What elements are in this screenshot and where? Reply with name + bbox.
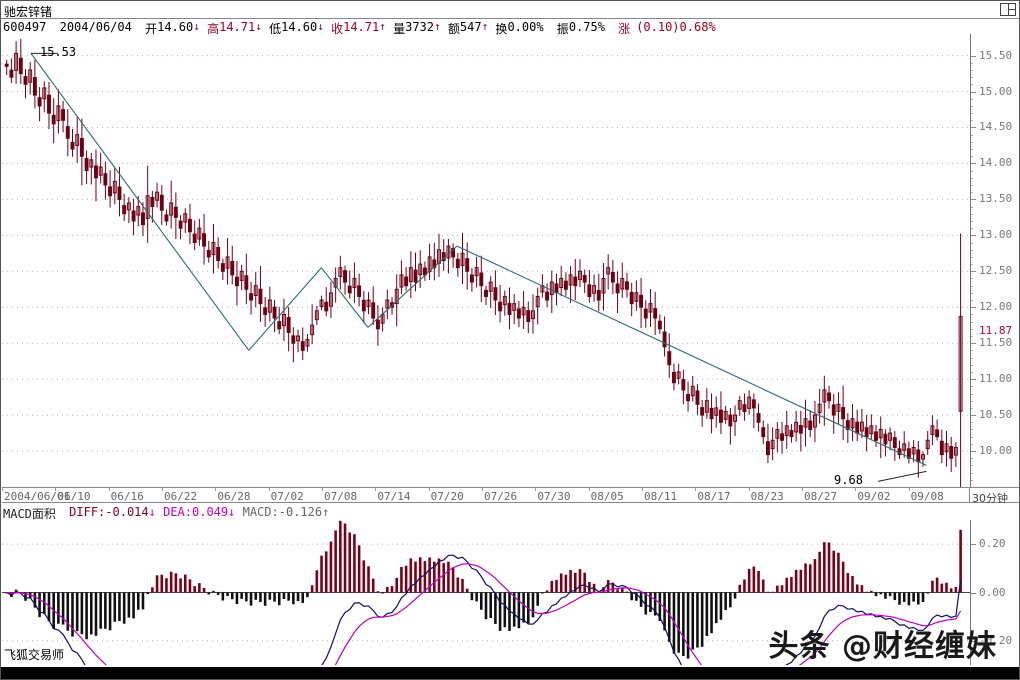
swing-high-annotation: 15.53 <box>40 45 77 60</box>
current-price-label: 11.87 <box>979 323 1013 337</box>
date-tick-label: 07/14 <box>377 490 411 503</box>
close-label: 收 <box>331 22 344 36</box>
date-tick-label: 09/08 <box>910 490 944 503</box>
quote-summary-bar: 600497 2004/06/04 开14.60↓ 高14.71↓ 低14.60… <box>3 20 716 36</box>
price-tick-label: 13.50 <box>979 192 1013 206</box>
macd-value: -0.126 <box>278 505 323 519</box>
price-chart-panel[interactable]: 15.50 15.00 14.50 14.00 13.50 13.00 12.50 12.00… <box>2 34 1019 487</box>
date-tick-label: 08/11 <box>644 490 678 503</box>
macd-axis: 0.20 0.00 -0.20 <box>970 520 1019 665</box>
stock-name-title: 驰宏锌锗 <box>4 5 53 19</box>
date-tick-label: 08/17 <box>697 490 731 503</box>
macd-tick-label: -0.20 <box>979 633 1013 647</box>
price-tick-label: 15.00 <box>979 84 1013 98</box>
price-tick-label: 10.00 <box>979 444 1013 458</box>
amount-arrow-icon: ↑ <box>481 20 489 33</box>
diff-arrow-icon: ↓ <box>148 505 156 519</box>
close-arrow-icon: ↑ <box>379 20 386 33</box>
volume-label: 量 <box>393 22 406 36</box>
period-label[interactable]: 30分钟 <box>972 492 1008 505</box>
macd-plot-area[interactable] <box>2 520 970 665</box>
high-value: 14.71 <box>219 20 256 34</box>
volume-arrow-icon: ↑ <box>434 20 441 33</box>
change-abs: (0.10) <box>636 20 680 34</box>
dea-arrow-icon: ↓ <box>228 505 236 519</box>
price-tick-label: 11.00 <box>979 372 1013 386</box>
volume-value: 3732 <box>405 20 434 34</box>
macd-tick-label: 0.00 <box>979 585 1006 599</box>
date-tick-label: 2004/06/01 <box>4 490 71 503</box>
date-tick-label: 07/02 <box>270 490 304 503</box>
date-tick-label: 07/08 <box>324 490 358 503</box>
turnover-value: 0.00% <box>507 20 544 34</box>
close-value: 14.71 <box>343 20 380 34</box>
amount-label: 额 <box>447 22 460 36</box>
diff-label: DIFF: <box>69 505 106 519</box>
price-tick-label: 12.00 <box>979 300 1013 314</box>
macd-histogram-svg <box>2 520 970 665</box>
high-arrow-icon: ↓ <box>255 20 262 33</box>
quote-date: 2004/06/04 <box>59 20 132 34</box>
dea-value: 0.049 <box>192 505 229 519</box>
price-plot-area[interactable] <box>2 34 970 487</box>
macd-chart-panel[interactable]: 0.20 0.00 -0.20 <box>2 520 1019 665</box>
macd-label: MACD: <box>242 505 279 519</box>
low-arrow-icon: ↓ <box>317 20 324 33</box>
date-tick-label: 08/27 <box>804 490 838 503</box>
amount-value: 547 <box>459 20 482 34</box>
macd-tick-label: 0.20 <box>979 537 1006 551</box>
low-label: 低 <box>269 22 282 36</box>
price-tick-label: 11.50 <box>979 336 1013 350</box>
vendor-watermark: 飞狐交易师 <box>4 648 65 662</box>
open-value: 14.60 <box>157 20 194 34</box>
stock-code: 600497 <box>3 20 47 34</box>
date-tick-label: 07/30 <box>537 490 571 503</box>
date-tick-label: 07/20 <box>430 490 464 503</box>
price-tick-label: 10.50 <box>979 408 1013 422</box>
window-layout-icon[interactable] <box>1000 3 1016 16</box>
change-label: 涨 <box>618 22 631 36</box>
price-tick-label: 13.00 <box>979 228 1013 242</box>
author-watermark: 头条 @财经缠妹 <box>768 629 997 664</box>
date-tick-label: 06/10 <box>57 490 91 503</box>
change-pct: 0.68% <box>679 20 716 34</box>
date-axis: 30分钟 2004/06/01 06/10 06/16 06/22 06/28 07/02… <box>2 487 1019 505</box>
date-tick-label: 06/28 <box>217 490 251 503</box>
price-tick-label: 12.50 <box>979 264 1013 278</box>
price-candles-svg <box>2 38 970 487</box>
date-tick-label: 06/22 <box>164 490 198 503</box>
title-bar: 驰宏锌锗 <box>1 1 1019 19</box>
swing-low-annotation: 9.68 <box>834 473 863 488</box>
open-arrow-icon: ↓ <box>193 20 200 33</box>
date-tick-label: 07/26 <box>484 490 518 503</box>
price-tick-label: 14.50 <box>979 120 1013 134</box>
price-tick-label: 15.50 <box>979 48 1013 62</box>
low-value: 14.60 <box>281 20 318 34</box>
high-label: 高 <box>207 22 220 36</box>
dea-label: DEA: <box>163 505 192 519</box>
amplitude-value: 0.75% <box>568 20 605 34</box>
bottom-black-bar <box>1 667 1019 679</box>
macd-indicator-name: MACD面积 <box>3 507 56 521</box>
diff-value: -0.014 <box>105 505 149 519</box>
open-label: 开 <box>145 22 158 36</box>
macd-indicator-header: MACD面积 DIFF:-0.014↓ DEA:0.049↓ MACD:-0.1… <box>3 505 330 521</box>
date-tick-label: 08/23 <box>750 490 784 503</box>
macd-arrow-icon: ↑ <box>322 505 330 519</box>
turnover-label: 换 <box>495 22 508 36</box>
price-tick-label: 14.00 <box>979 156 1013 170</box>
date-tick-label: 09/02 <box>857 490 891 503</box>
date-tick-label: 06/16 <box>110 490 144 503</box>
price-axis: 15.50 15.00 14.50 14.00 13.50 13.00 12.50 12.00… <box>970 34 1019 487</box>
amplitude-label: 振 <box>556 22 569 36</box>
date-tick-label: 08/05 <box>590 490 624 503</box>
